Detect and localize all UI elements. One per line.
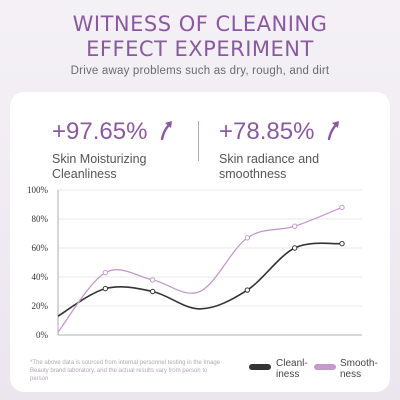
y-tick-label: 80% xyxy=(32,214,49,224)
stat-moisturizing-value: +97.65% xyxy=(52,118,148,145)
data-point xyxy=(244,287,251,293)
title-line-2: EFFECT EXPERIMENT xyxy=(86,37,314,61)
legend-label-smoothness: Smooth-ness xyxy=(340,358,378,380)
series-line-0 xyxy=(57,242,343,317)
stat-moisturizing-label: Skin Moisturizing Cleanliness xyxy=(52,152,147,181)
data-point xyxy=(291,245,298,251)
data-point xyxy=(149,288,156,295)
y-tick-label: 100% xyxy=(27,185,49,195)
legend-swatch-cleanliness xyxy=(249,364,271,370)
data-point xyxy=(339,240,345,247)
chart-card xyxy=(10,92,390,392)
title-line-1: WITNESS OF CLEANING xyxy=(72,12,328,36)
curved-up-arrow-icon xyxy=(160,121,172,141)
series-line-1 xyxy=(57,206,343,333)
stat-smoothness-value: +78.85% xyxy=(219,118,315,145)
data-point xyxy=(244,235,251,241)
data-point xyxy=(291,223,298,229)
y-tick-label: 40% xyxy=(32,272,49,282)
legend-label-cleanliness: Cleanl-iness xyxy=(276,358,308,380)
data-point xyxy=(102,285,109,292)
data-point xyxy=(149,277,156,283)
y-tick-label: 0% xyxy=(36,330,49,340)
footnote: *The above data is sourced from internal… xyxy=(30,360,221,382)
data-point xyxy=(102,269,109,276)
y-tick-label: 20% xyxy=(32,301,49,311)
legend-swatch-smoothness xyxy=(314,364,336,370)
subtitle: Drive away problems such as dry, rough, … xyxy=(70,65,330,77)
curved-up-arrow-icon xyxy=(327,121,339,141)
data-point xyxy=(339,204,345,211)
stats-divider xyxy=(198,121,199,161)
y-tick-label: 60% xyxy=(32,243,49,253)
stat-smoothness-label: Skin radiance and smoothness xyxy=(219,152,320,181)
